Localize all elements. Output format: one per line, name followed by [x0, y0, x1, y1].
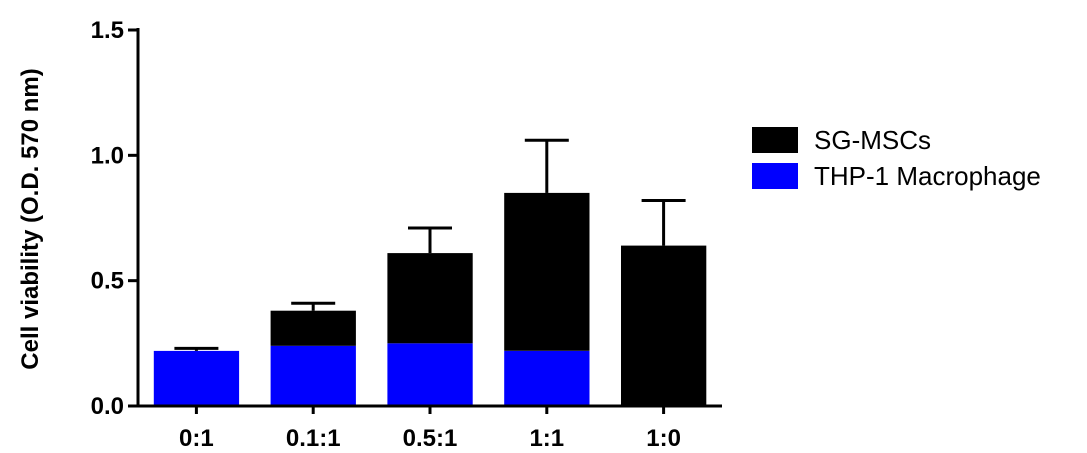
y-tick-label-0: 0.0 [91, 393, 124, 420]
legend-label-thp-1-macrophage: THP-1 Macrophage [814, 161, 1041, 191]
bar-thp-1-macrophage-3 [504, 350, 590, 406]
y-tick-label-3: 1.5 [91, 17, 124, 44]
bars-layer [153, 192, 707, 406]
x-tick-label-2: 0.5:1 [403, 425, 458, 452]
y-axis-label: Cell viability (O.D. 570 nm) [17, 68, 44, 369]
bar-thp-1-macrophage-2 [387, 343, 473, 406]
axes-layer: 0:1 0.1:1 0.5:1 1:1 1:0 0.0 0.5 1.0 1.5 [91, 17, 722, 452]
legend-swatch-thp-1-macrophage [752, 163, 798, 189]
x-tick-label-0: 0:1 [179, 425, 214, 452]
bar-sg-mscs-4 [621, 245, 707, 406]
bar-sg-mscs-3 [504, 192, 590, 351]
x-tick-label-4: 1:0 [646, 425, 681, 452]
error-bars-layer [174, 138, 686, 351]
x-tick-label-1: 0.1:1 [286, 425, 341, 452]
y-tick-label-1: 0.5 [91, 268, 124, 295]
legend: SG-MSCs THP-1 Macrophage [752, 125, 1041, 191]
bar-sg-mscs-1 [270, 310, 356, 346]
bar-thp-1-macrophage-1 [270, 345, 356, 406]
bar-sg-mscs-2 [387, 253, 473, 344]
bar-thp-1-macrophage-0 [153, 350, 240, 406]
legend-swatch-sg-mscs [752, 127, 798, 153]
y-tick-label-2: 1.0 [91, 142, 124, 169]
legend-label-sg-mscs: SG-MSCs [814, 125, 931, 155]
x-tick-label-3: 1:1 [529, 425, 564, 452]
